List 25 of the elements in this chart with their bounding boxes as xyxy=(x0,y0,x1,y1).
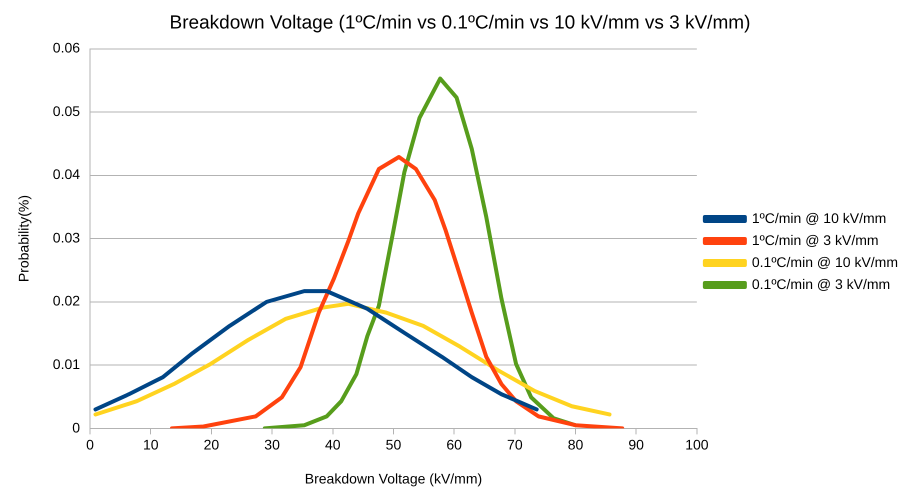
x-tick-label: 100 xyxy=(685,436,709,453)
y-tick-label: 0.06 xyxy=(52,40,80,56)
legend-label: 0.1ºC/min @ 10 kV/mm xyxy=(752,254,898,270)
x-tick-label: 60 xyxy=(446,436,462,453)
y-tick-label: 0.05 xyxy=(52,102,80,119)
x-tick-label: 40 xyxy=(324,436,341,453)
y-tick-label: 0.04 xyxy=(52,166,80,182)
x-tick-label: 20 xyxy=(204,436,220,453)
legend-label: 1ºC/min @ 3 kV/mm xyxy=(752,232,879,248)
x-tick-label: 70 xyxy=(507,436,523,453)
y-tick-label: 0 xyxy=(72,419,80,436)
x-tick-label: 30 xyxy=(264,436,280,453)
legend-label: 0.1ºC/min @ 3 kV/mm xyxy=(752,276,890,292)
y-tick-label: 0.03 xyxy=(52,229,80,246)
legend-label: 1ºC/min @ 10 kV/mm xyxy=(752,210,886,226)
x-axis-title: Breakdown Voltage (kV/mm) xyxy=(304,470,482,486)
y-tick-label: 0.01 xyxy=(52,356,80,372)
y-axis-title: Probability(%) xyxy=(15,195,32,282)
x-tick-label: 50 xyxy=(386,436,402,453)
x-tick-label: 80 xyxy=(568,436,584,453)
x-tick-label: 0 xyxy=(86,436,94,453)
chart-title: Breakdown Voltage (1ºC/min vs 0.1ºC/min vs 10 kV/mm vs 3 kV/mm) xyxy=(170,12,750,34)
x-tick-label: 10 xyxy=(142,436,159,453)
x-tick-label: 90 xyxy=(628,436,644,453)
y-tick-label: 0.02 xyxy=(52,292,80,309)
